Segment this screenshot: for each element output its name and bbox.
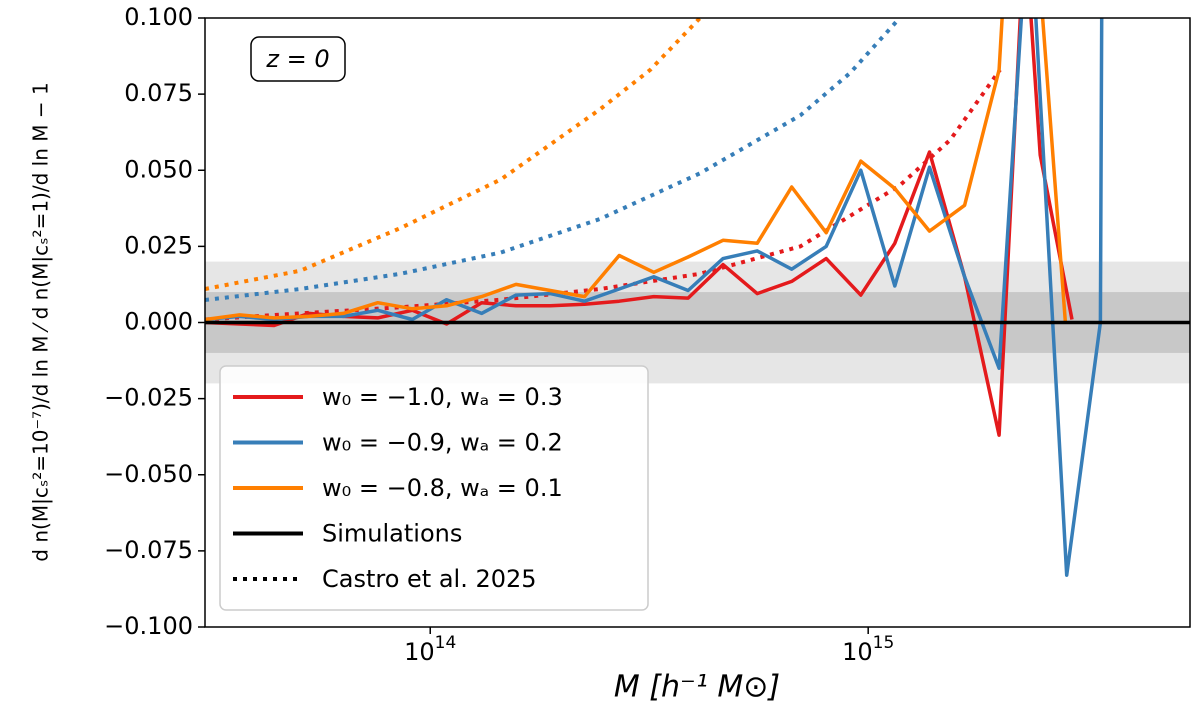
y-tick-label: −0.050 <box>104 460 193 488</box>
y-tick-label: −0.025 <box>104 384 193 412</box>
y-tick-label: 0.100 <box>124 3 193 31</box>
y-tick-label: 0.000 <box>124 308 193 336</box>
y-tick-label: 0.050 <box>124 155 193 183</box>
legend-label: Simulations <box>322 520 462 548</box>
x-axis-label: M [h⁻¹ M⊙] <box>614 670 780 705</box>
x-tick-label: 1014 <box>404 633 456 666</box>
legend-label: Castro et al. 2025 <box>322 565 537 593</box>
annotation-box <box>250 36 346 82</box>
legend-box <box>219 365 649 611</box>
y-tick-label: −0.100 <box>104 612 193 640</box>
annotation: z = 0 <box>265 45 329 73</box>
y-tick-label: 0.025 <box>124 231 193 259</box>
legend-label: w₀ = −1.0, wₐ = 0.3 <box>322 383 563 411</box>
legend-label: w₀ = −0.8, wₐ = 0.1 <box>322 474 563 502</box>
y-tick-label: −0.075 <box>104 536 193 564</box>
legend-label: w₀ = −0.9, wₐ = 0.2 <box>322 429 563 457</box>
y-tick-label: 0.075 <box>124 79 193 107</box>
x-tick-label: 1015 <box>842 633 894 666</box>
y-axis-label: d n(M|cₛ²=10⁻⁷)/d ln M ⁄ d n(M|cₛ²=1)/d … <box>29 82 53 561</box>
legend: w₀ = −1.0, wₐ = 0.3 w₀ = −0.9, wₐ = 0.2 w₀… <box>219 365 649 611</box>
series-line <box>205 18 1068 323</box>
model-curve <box>205 18 702 291</box>
plot-area <box>205 18 1190 577</box>
